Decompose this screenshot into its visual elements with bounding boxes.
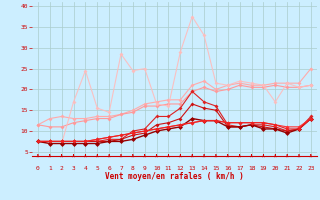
X-axis label: Vent moyen/en rafales ( km/h ): Vent moyen/en rafales ( km/h ) <box>105 172 244 181</box>
